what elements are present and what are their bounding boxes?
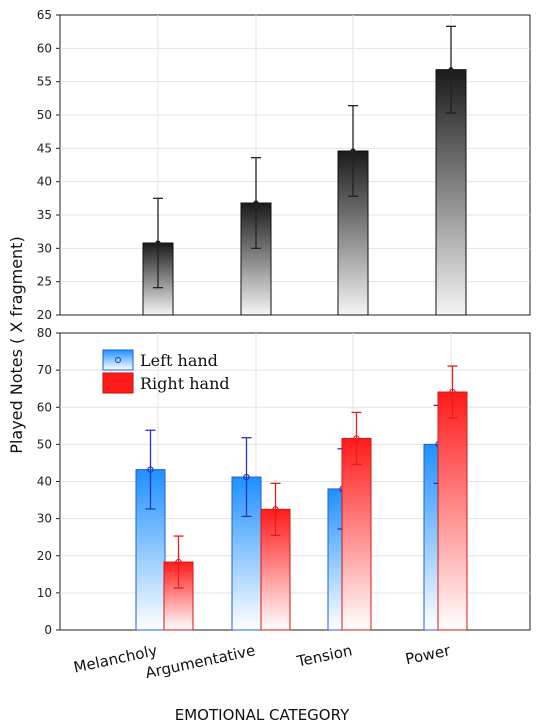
mean-point [155, 240, 161, 246]
x-category-label: Tension [294, 641, 354, 670]
y-tick-label: 40 [37, 475, 52, 489]
legend-label-right: Right hand [140, 374, 230, 393]
bar-argumentative [240, 202, 272, 316]
mean-point [272, 506, 279, 513]
legend-label-left: Left hand [140, 351, 218, 370]
x-category-label: Argumentative [144, 641, 257, 682]
y-tick-label: 80 [37, 326, 52, 340]
mean-point [449, 388, 456, 396]
top-bars [142, 25, 467, 316]
x-axis-label: EMOTIONAL CATEGORY [175, 706, 350, 724]
legend-swatch-right [102, 372, 134, 394]
y-tick-label: 65 [37, 8, 52, 22]
y-tick-label: 20 [37, 308, 52, 322]
y-tick-label: 60 [37, 400, 52, 414]
y-tick-label: 30 [37, 512, 52, 526]
y-tick-label: 30 [37, 241, 52, 255]
y-tick-label: 20 [37, 549, 52, 563]
legend-marker-left [115, 357, 121, 363]
mean-point [253, 200, 259, 206]
top-y-ticks: 20 25 30 35 40 45 50 55 60 65 [37, 8, 60, 322]
y-axis-label: Played Notes ( X fragment) [7, 236, 26, 453]
bottom-y-ticks: 0 10 20 30 40 50 60 70 80 [37, 326, 60, 637]
legend-swatch-left [102, 349, 134, 371]
mean-point [147, 466, 154, 473]
mean-point [243, 473, 250, 481]
y-tick-label: 0 [44, 623, 52, 637]
x-category-label: Power [404, 641, 453, 668]
y-tick-label: 50 [37, 108, 52, 122]
y-tick-label: 70 [37, 363, 52, 377]
y-tick-label: 45 [37, 141, 52, 155]
bar-right-tension [341, 437, 372, 631]
mean-point [350, 148, 356, 154]
mean-point [448, 67, 454, 73]
legend: Left hand Right hand [102, 349, 230, 394]
y-tick-label: 55 [37, 75, 52, 89]
y-tick-label: 60 [37, 41, 52, 55]
y-tick-label: 40 [37, 175, 52, 189]
y-tick-label: 10 [37, 586, 52, 600]
bottom-bars [135, 365, 468, 631]
top-panel-frame [59, 14, 531, 316]
mean-point [353, 435, 360, 442]
y-tick-label: 50 [37, 437, 52, 451]
y-tick-label: 25 [37, 275, 52, 289]
bar-right-power [437, 391, 468, 631]
mean-point [175, 558, 182, 566]
y-tick-label: 35 [37, 208, 52, 222]
